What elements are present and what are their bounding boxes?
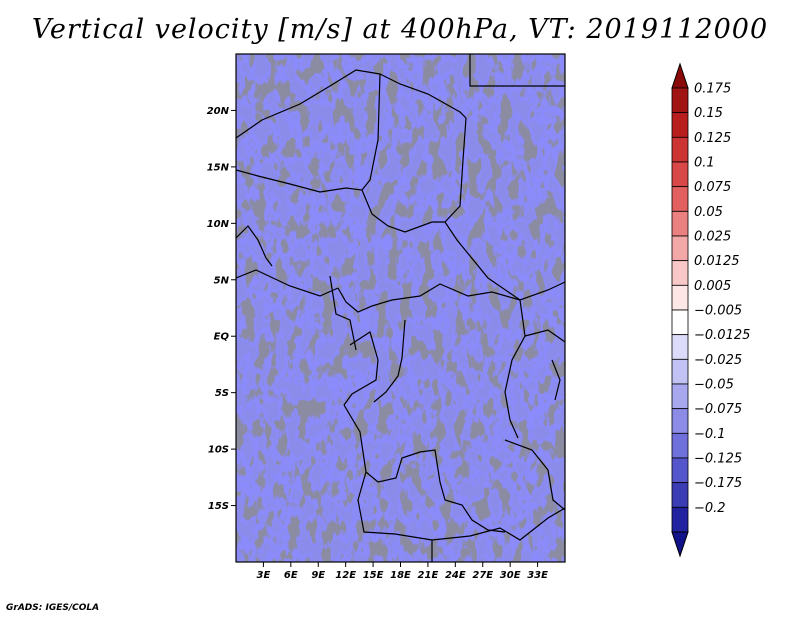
colorbar-label: 0.125 [694,131,731,146]
colorbar-swatch [671,161,689,188]
lon-tick-label: 15E [363,570,384,581]
lat-tick-label: 15S [208,501,229,512]
border-line [329,275,357,351]
colorbar-label: −0.025 [694,353,742,368]
lat-tick-label: 5S [215,388,229,399]
colorbar-bottom-arrow [671,531,689,558]
colorbar-swatch [671,136,689,163]
colorbar-swatch [671,210,689,237]
colorbar-swatch [671,506,689,533]
border-line [357,471,565,541]
border-line [361,73,381,191]
footer-credit: GrADS: IGES/COLA [6,603,100,613]
colorbar-swatch [671,457,689,484]
map-panel [235,53,566,563]
colorbar-label: 0.005 [694,279,731,294]
colorbar-swatch [671,408,689,434]
colorbar-swatch [671,482,689,508]
border-line [469,54,565,87]
lon-tick-label: 18E [390,570,411,581]
lat-tick-label: 10S [208,445,229,456]
lon-tick-label: 12E [335,570,356,581]
colorbar-label: −0.075 [694,402,742,417]
lon-tick-label: 33E [527,570,548,581]
country-borders [236,54,565,562]
colorbar-label: −0.05 [694,378,734,393]
border-line [551,359,561,401]
border-line [236,269,339,297]
colorbar-swatch [671,284,689,311]
colorbar-swatch [671,334,689,360]
colorbar: 0.175 0.15 0.125 0.1 0.075 0.05 0.025 0.0125 0.0… [671,62,750,558]
border-line [524,329,565,343]
colorbar-swatch [671,235,689,262]
colorbar-label: −0.0125 [694,328,750,343]
colorbar-swatch [671,260,689,286]
colorbar-swatch [671,309,689,336]
lon-tick-label: 9E [311,570,325,581]
map-title: Vertical velocity [m/s] at 400hPa, VT: 2… [31,14,769,45]
colorbar-label: 0.1 [694,156,715,171]
lat-tick-label: 15N [207,162,230,173]
border-line [373,319,406,403]
lon-tick-label: 21E [418,570,439,581]
colorbar-label: −0.1 [694,427,726,442]
colorbar-label: −0.2 [694,501,726,516]
colorbar-label: 0.075 [694,180,731,195]
lon-tick-label: 27E [472,570,493,581]
latitude-axis: 20N 15N 10N 5N EQ 5S 10S 15S [207,106,236,512]
colorbar-swatch [671,112,689,138]
colorbar-swatch [671,383,689,410]
lon-tick-label: 3E [257,570,271,581]
border-line [444,117,467,223]
colorbar-label: −0.175 [694,476,742,491]
lat-tick-label: 5N [214,275,230,286]
colorbar-swatch [671,186,689,212]
border-line [236,69,467,139]
lat-tick-label: EQ [214,332,230,343]
border-line [337,283,521,313]
lon-tick-label: 24E [445,570,466,581]
border-line [236,169,565,301]
longitude-axis: 3E 6E 9E 12E 15E 18E 21E 24E 27E 30E 33E [257,562,548,581]
velocity-field [236,54,565,562]
lat-tick-label: 10N [207,219,230,230]
colorbar-label: −0.005 [694,304,742,319]
colorbar-label: 0.0125 [694,254,740,269]
border-line [343,331,379,406]
colorbar-label: −0.125 [694,452,742,467]
colorbar-label: 0.025 [694,230,731,245]
colorbar-swatch [671,432,689,459]
colorbar-label: 0.15 [694,106,723,121]
colorbar-top-arrow [671,62,689,89]
colorbar-swatch [671,87,689,114]
colorbar-label: 0.05 [694,205,723,220]
border-line [236,225,273,267]
lat-tick-label: 20N [207,106,230,117]
lon-tick-label: 6E [284,570,298,581]
border-line [504,439,565,511]
lon-tick-label: 30E [500,570,521,581]
border-line [504,299,526,439]
colorbar-swatch [671,358,689,385]
border-line [343,404,506,533]
colorbar-label: 0.175 [694,82,731,97]
